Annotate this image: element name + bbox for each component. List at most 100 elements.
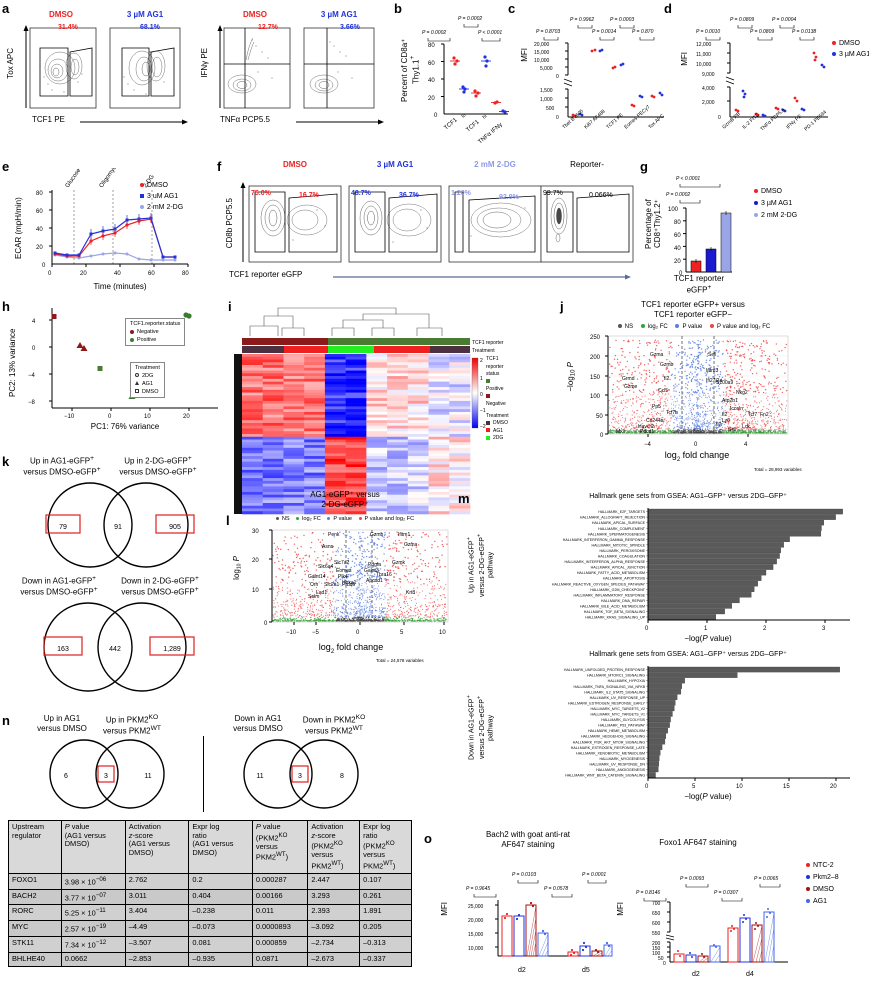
n-right-b-title: Down in PKM2KO versus PKM2WT <box>302 714 366 736</box>
table-cell: 7.34 × 10−12 <box>60 936 126 954</box>
annot-label-1: TCF1 reporter <box>472 340 504 346</box>
svg-text:Mx1: Mx1 <box>616 429 626 435</box>
legend-dot <box>806 863 810 868</box>
legend-label: DMSO <box>839 40 860 47</box>
svg-text:80: 80 <box>428 43 435 49</box>
svg-text:Grmd: Grmd <box>622 376 635 382</box>
legend-marker <box>140 183 144 188</box>
legend-item: log₂ FC <box>296 516 321 522</box>
panel-e-xlabel: Time (minutes) <box>93 282 147 291</box>
svg-text:−4: −4 <box>28 373 36 379</box>
table-row: BACH2 3.77 × 10−07 3.011 0.404 0.00166 3.293 0… <box>8 888 412 906</box>
svg-text:0: 0 <box>356 630 360 636</box>
svg-text:60: 60 <box>674 233 681 239</box>
svg-text:0: 0 <box>48 271 52 277</box>
table-cell: MYC <box>8 920 62 938</box>
legend-title: TCF1.reporter.status <box>130 321 181 327</box>
svg-text:PD-1 PE594: PD-1 PE594 <box>803 109 828 132</box>
svg-text:P = 0.870: P = 0.870 <box>632 29 654 35</box>
svg-text:0: 0 <box>264 621 268 627</box>
svg-text:Glucose: Glucose <box>65 168 83 189</box>
m-bot-xlabel: −log(P value) <box>684 792 732 801</box>
svg-text:Il2: Il2 <box>722 412 728 418</box>
panel-g-chart: P < 0.0001 P = 0.0002 100 80 60 40 20 0 <box>666 176 732 277</box>
svg-text:TCF1: TCF1 <box>465 119 481 134</box>
svg-text:P = 0.0004: P = 0.0004 <box>772 17 796 23</box>
panel-k-label: k <box>2 454 10 469</box>
svg-text:10: 10 <box>144 414 151 420</box>
o-right-title: Foxo1 AF647 staining <box>659 838 737 847</box>
svg-text:0: 0 <box>480 392 483 398</box>
table-cell: –0.313 <box>359 936 412 954</box>
table-cell: 3.293 <box>307 888 361 906</box>
table-header-row: Upstream regulator P value (AG1 versus DMSO)… <box>8 820 412 874</box>
svg-text:−2: −2 <box>480 424 486 430</box>
legend-swatch <box>486 435 490 440</box>
legend-label: Positive <box>486 386 504 392</box>
legend-item: AG1 <box>135 381 160 387</box>
panel-m-label: m <box>458 491 470 506</box>
svg-text:P = 0.0014: P = 0.0014 <box>592 29 616 35</box>
legend-item: Pkm2–8 <box>806 874 839 881</box>
legend-swatch <box>486 379 490 384</box>
svg-text:Il2: Il2 <box>664 376 670 382</box>
table-cell: –0.935 <box>188 952 253 967</box>
plot-title-ag1: 3 µM AG1 <box>126 10 164 19</box>
panel-h-xlabel: PC1: 76% variance <box>90 422 160 431</box>
panel-l-ylabel: log10 P <box>232 556 243 580</box>
m-bot-ylabel: Down in AG1-eGFP+ versus 2-DG-eGFP+ pathwa… <box>466 695 495 760</box>
n-right-a-title: Down in AG1 versus DMSO <box>233 714 283 733</box>
panel-i: i TCF1 reporter Treatment <box>228 300 509 525</box>
svg-text:0: 0 <box>679 271 683 277</box>
svg-text:P = 0.0809: P = 0.0809 <box>730 17 754 23</box>
svg-text:11,000: 11,000 <box>696 52 711 58</box>
table-cell: 3.98 × 10−06 <box>60 872 126 890</box>
legend-title: TCF1 reporter status <box>486 356 504 377</box>
legend-dot <box>130 337 134 342</box>
table-row: FOXO1 3.98 × 10−06 2.762 0.2 0.000287 2.447 0.… <box>8 872 412 890</box>
svg-text:P = 0.0002: P = 0.0002 <box>458 16 482 22</box>
table-cell: 2.762 <box>124 872 190 890</box>
table-header-cell: Upstream regulator <box>8 820 62 874</box>
legend-label: 2DG <box>493 435 504 441</box>
legend-label: NS <box>624 324 634 330</box>
svg-text:1,000: 1,000 <box>540 97 553 103</box>
panel-h-legend-2: Treatment 2DG AG1 DMSO <box>130 362 165 398</box>
svg-text:1,500: 1,500 <box>540 88 553 94</box>
svg-text:Tcf7b: Tcf7b <box>666 410 678 416</box>
svg-text:Fn2: Fn2 <box>760 412 769 418</box>
k-bot-left-title: Down in AG1-eGFP+ versus DMSO-eGFP+ <box>20 575 98 597</box>
svg-text:P = 0.9962: P = 0.9962 <box>570 17 594 23</box>
k-top-left-count: 79 <box>59 524 67 531</box>
legend-label: 2 mM 2-DG <box>761 212 798 219</box>
legend-item: 2DG <box>486 435 509 443</box>
svg-text:TCF1: TCF1 <box>443 117 459 132</box>
m-top-title: Hallmark gene sets from GSEA: AG1–GFP⁺ v… <box>589 493 787 500</box>
panel-d: d MFI P = 0.0010 P = 0.0809 P = 0.0809 P… <box>660 0 869 160</box>
panel-n: n Up in AG1 versus DMSO Up in PKM2KO versu… <box>0 712 420 988</box>
table-header-cell: Activation z-score (AG1 versus DMSO) <box>124 820 190 874</box>
legend-dot <box>754 201 758 206</box>
gate-pct-ag1: 68.1% <box>140 24 160 31</box>
table-cell: STK11 <box>8 936 62 954</box>
panel-d-ylabel: MFI <box>680 52 689 66</box>
panel-f-plots <box>240 182 634 263</box>
svg-text:200: 200 <box>590 355 601 361</box>
svg-text:4,000: 4,000 <box>702 86 715 92</box>
legend-item: DMSO <box>140 182 183 189</box>
panel-e-chart: Glucose Oligomycin 2-DG 80 60 40 20 0 0 … <box>36 168 189 277</box>
legend-item: Negative <box>486 394 509 409</box>
panel-j-title: TCF1 reporter eGFP+ versus TCF1 reporter… <box>568 300 818 320</box>
svg-text:P = 0.0809: P = 0.0809 <box>750 29 774 35</box>
panel-g-legend: DMSO 3 µM AG1 2 mM 2-DG <box>754 188 797 219</box>
legend-label: Negative <box>137 329 159 335</box>
gate2-pct-ag1: 3.66% <box>340 24 360 31</box>
svg-text:40: 40 <box>36 227 43 233</box>
panel-o-label: o <box>424 831 432 846</box>
circle-marker-icon <box>135 373 139 377</box>
panel-d-label: d <box>664 1 672 16</box>
svg-text:100: 100 <box>668 207 679 213</box>
svg-text:2,000: 2,000 <box>702 100 715 106</box>
k-bot-left-count: 163 <box>57 646 69 653</box>
table-cell: 1.891 <box>359 904 412 922</box>
